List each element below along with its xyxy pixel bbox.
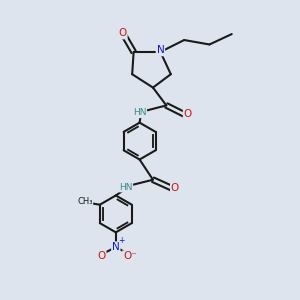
- Text: N: N: [157, 45, 164, 56]
- Text: O: O: [118, 28, 127, 38]
- Text: HN: HN: [133, 108, 146, 117]
- Text: O⁻: O⁻: [123, 251, 137, 261]
- Text: HN: HN: [119, 183, 132, 192]
- Text: CH₃: CH₃: [77, 197, 93, 206]
- Text: O: O: [184, 109, 192, 119]
- Text: +: +: [118, 236, 124, 245]
- Text: N: N: [112, 242, 120, 252]
- Text: O: O: [98, 251, 106, 261]
- Text: O: O: [171, 183, 179, 193]
